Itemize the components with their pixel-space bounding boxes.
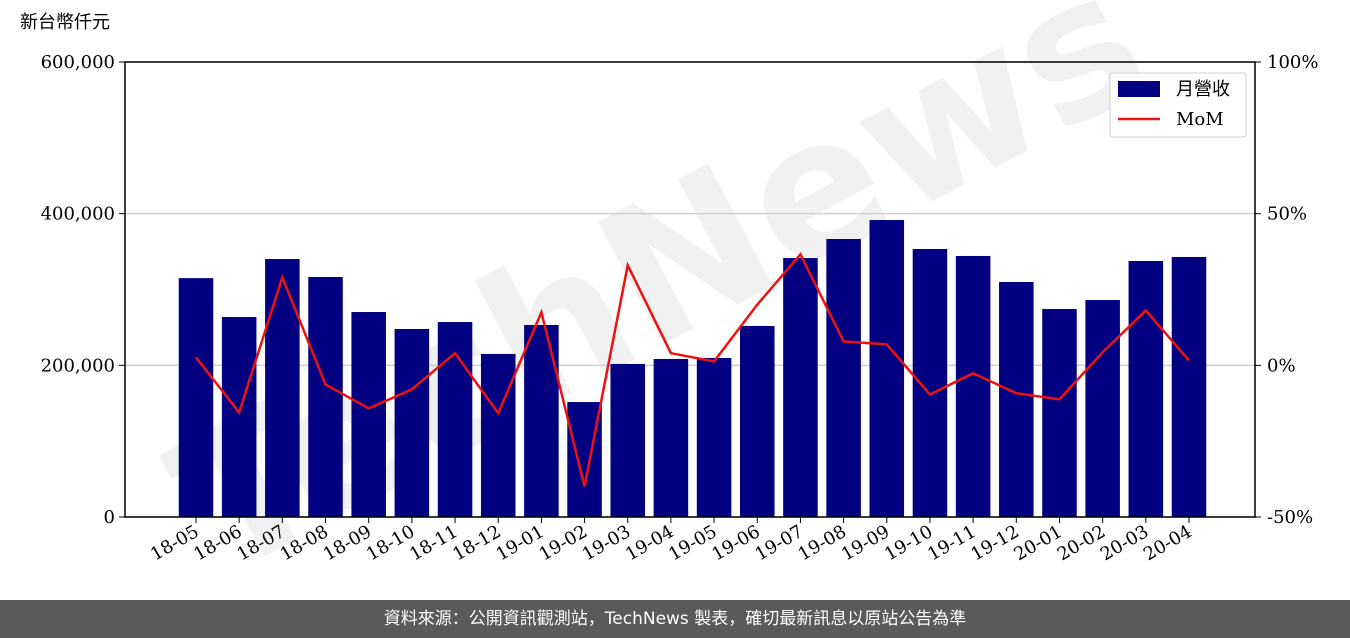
x-tick-label: 19-03 [579,521,634,565]
bar [999,281,1034,517]
unit-label: 新台幣仟元 [20,12,110,33]
x-tick-label: 19-04 [622,521,677,565]
y-tick-label: 600,000 [41,52,115,73]
bar [524,324,559,517]
bar [1042,308,1077,517]
x-tick-label: 20-01 [1011,521,1066,565]
x-tick-label: 19-01 [492,521,547,565]
bar [869,220,905,517]
x-tick-label: 20-03 [1097,521,1152,565]
y2-tick-label: 100% [1267,52,1318,73]
bar [696,357,732,517]
y2-tick-label: -50% [1267,507,1313,528]
footer: 資料來源：公開資訊觀測站，TechNews 製表，確切最新訊息以原站公告為準 [0,600,1350,638]
bar [826,238,861,517]
x-tick-label: 19-09 [838,521,893,565]
bar [653,358,689,517]
x-tick-label: 18-05 [147,521,202,565]
bar [1128,260,1164,517]
bar [178,278,214,517]
bar [265,259,300,517]
y2-tick-label: 0% [1267,355,1296,376]
line [195,252,1190,487]
x-tick-label: 18-11 [406,521,461,565]
bar [912,249,948,517]
x-tick-label: 20-02 [1054,521,1109,565]
bar [221,317,257,517]
plot-frame [124,61,1256,518]
y-tick-label: 0 [104,507,115,528]
bar [437,322,473,517]
chart: 新台幣仟元 TechNews 0200,000400,000600,000-50… [20,0,1318,618]
y2-tick-label: 50% [1267,204,1307,225]
y-tick-label: 400,000 [41,204,115,225]
x-tick-label: 19-06 [708,521,763,565]
x-tick-label: 20-04 [1140,521,1195,565]
legend-label: MoM [1176,109,1224,130]
bar [394,329,430,517]
x-tick-label: 19-08 [795,521,850,565]
bar [308,276,343,517]
x-tick-label: 19-02 [536,521,591,565]
x-tick-label: 19-05 [665,521,720,565]
bar [1171,256,1207,517]
bar [955,255,991,517]
x-tick-label: 19-12 [967,521,1022,565]
bar [610,363,646,517]
bar [739,325,775,517]
bar [783,258,818,517]
bar [1085,300,1120,517]
legend-swatch [1118,81,1160,97]
bar [480,353,516,517]
legend-label: 月營收 [1176,79,1230,100]
x-tick-label: 19-10 [881,521,936,565]
x-tick-label: 18-12 [449,521,504,565]
y-tick-label: 200,000 [41,355,115,376]
bar [351,312,386,517]
x-tick-label: 19-11 [924,521,979,565]
x-tick-label: 19-07 [751,521,806,565]
